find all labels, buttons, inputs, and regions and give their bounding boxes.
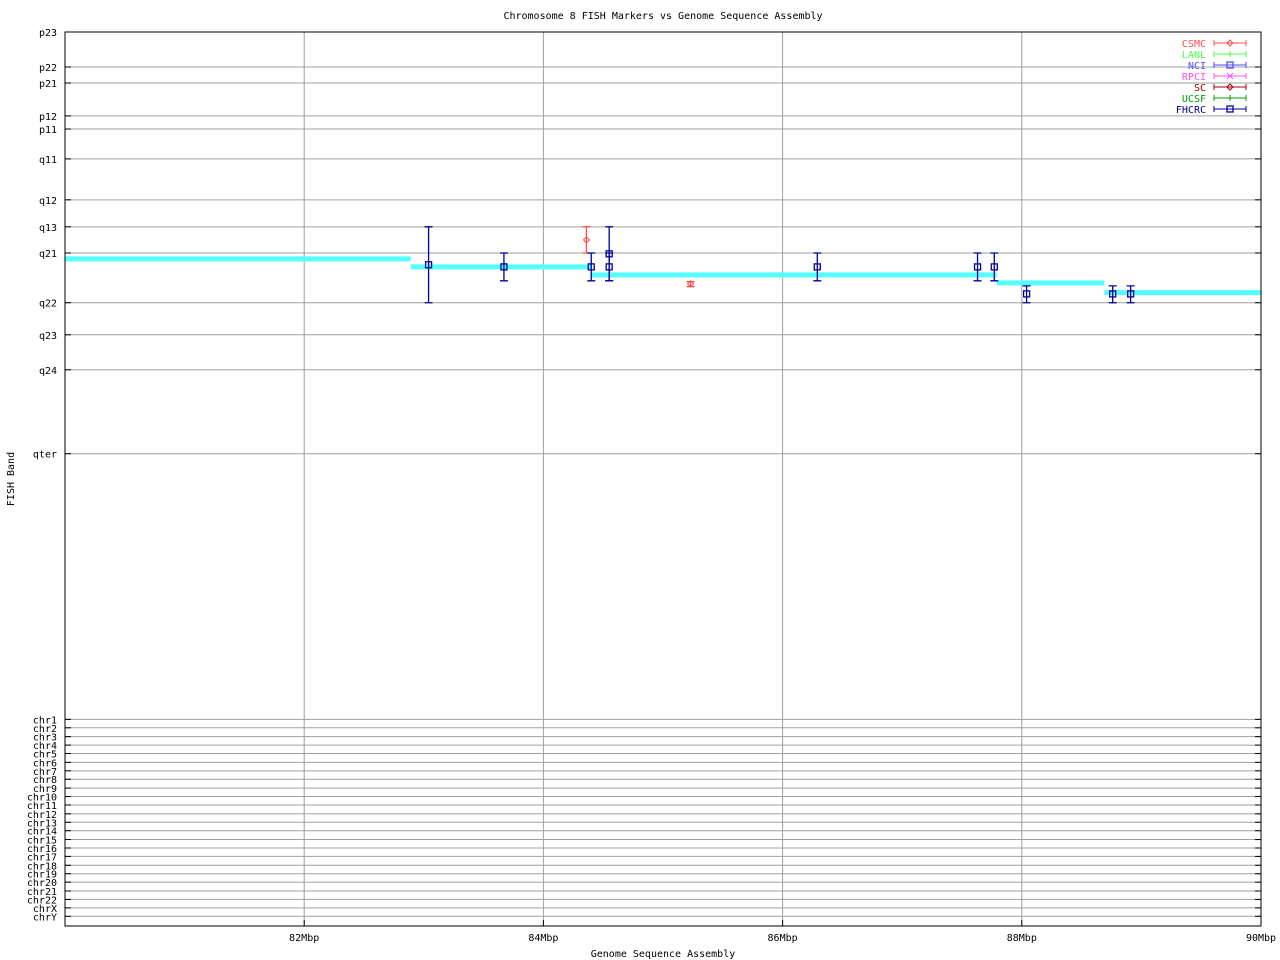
data-points <box>424 226 1135 304</box>
y-tick-label: chr9 <box>33 784 57 795</box>
error-bar-fhcrc <box>1022 285 1031 304</box>
legend-marker <box>1226 83 1234 91</box>
legend-marker <box>1226 105 1234 113</box>
legend-label: RPCI <box>1182 72 1206 83</box>
legend-marker <box>1226 61 1234 69</box>
legend-label: CSMC <box>1182 39 1206 50</box>
chart-title: Chromosome 8 FISH Markers vs Genome Sequ… <box>503 11 822 22</box>
grid <box>65 31 1262 926</box>
error-bar-fhcrc <box>587 252 596 282</box>
y-tick-label: chr13 <box>27 818 57 829</box>
y-tick-label: chrY <box>33 912 57 923</box>
error-bar-fhcrc <box>499 252 508 282</box>
legend-label: NCI <box>1188 61 1206 72</box>
assembly-segment <box>996 280 1105 286</box>
data-point-fhcrc <box>424 261 433 269</box>
data-point-fhcrc <box>1109 290 1117 298</box>
legend-sample-line <box>1213 40 1247 46</box>
data-point-fhcrc <box>1126 290 1135 298</box>
axis-ticks: 82Mbp 84Mbp 86Mbp 88Mbp 90Mbp p23 p22 p21 p12 p11… <box>27 28 1276 944</box>
legend-sample-line <box>1213 62 1247 68</box>
y-tick-label: q21 <box>39 249 57 260</box>
plot-frame <box>64 31 1262 927</box>
y-tick-label: q11 <box>39 155 57 166</box>
legend-label: SC <box>1194 83 1206 94</box>
data-point-fhcrc <box>500 263 508 271</box>
legend-sample-line <box>1213 106 1247 112</box>
y-tick-label: chr20 <box>27 878 57 889</box>
assembly-line <box>65 256 1261 296</box>
y-tick-label: chr19 <box>27 870 57 881</box>
y-tick-label: q12 <box>39 196 57 207</box>
data-point-fhcrc <box>587 263 595 271</box>
y-tick-label: chr4 <box>33 741 57 752</box>
y-axis-label: FISH Band <box>6 452 17 506</box>
legend-label: LANL <box>1182 50 1206 61</box>
x-axis-label: Genome Sequence Assembly <box>591 949 736 960</box>
y-tick-label: q24 <box>39 366 57 377</box>
y-tick-label: chr7 <box>33 767 57 778</box>
legend-marker <box>1226 72 1234 80</box>
y-tick-label: q23 <box>39 331 57 342</box>
y-tick-label: p22 <box>39 63 57 74</box>
assembly-segment <box>591 272 997 278</box>
error-bar-fhcrc <box>813 252 822 282</box>
data-point-fhcrc <box>973 263 982 271</box>
x-tick-label: 88Mbp <box>1007 933 1037 944</box>
y-tick-label: chr1 <box>33 715 57 726</box>
y-tick-label: qter <box>33 450 57 461</box>
y-tick-label: chr21 <box>27 887 57 898</box>
y-tick-label: chr18 <box>27 861 57 872</box>
y-tick-label: chr10 <box>27 793 57 804</box>
y-tick-label: chr2 <box>33 724 57 735</box>
y-tick-label: chr22 <box>27 895 57 906</box>
y-tick-label: chr12 <box>27 810 57 821</box>
y-tick-label: chr15 <box>27 836 57 847</box>
data-point-csmc <box>686 280 695 288</box>
y-tick-label: chr6 <box>33 758 57 769</box>
error-bar-fhcrc <box>424 226 433 304</box>
data-point-fhcrc <box>1022 290 1031 298</box>
y-tick-label: q13 <box>39 223 57 234</box>
x-tick-label: 86Mbp <box>768 933 798 944</box>
y-tick-label: chr16 <box>27 844 57 855</box>
y-tick-label: p23 <box>39 28 57 39</box>
error-bar-fhcrc <box>973 252 982 282</box>
y-tick-label: p11 <box>39 125 57 136</box>
y-tick-label: p12 <box>39 112 57 123</box>
assembly-segment <box>65 256 411 262</box>
legend-label: UCSF <box>1182 94 1206 105</box>
error-bar-fhcrc <box>605 252 614 282</box>
legend-marker <box>1226 39 1234 47</box>
y-tick-label: q22 <box>39 299 57 310</box>
x-tick-label: 82Mbp <box>289 933 319 944</box>
data-point-fhcrc <box>813 263 821 271</box>
error-bar-fhcrc <box>1126 285 1135 304</box>
x-tick-label: 90Mbp <box>1246 933 1276 944</box>
error-bar-fhcrc <box>990 252 999 282</box>
y-tick-label: p21 <box>39 79 57 90</box>
y-tick-label: chrX <box>33 904 57 915</box>
error-bar-fhcrc <box>1108 285 1117 304</box>
assembly-segment <box>1104 290 1261 296</box>
y-tick-label: chr11 <box>27 801 57 812</box>
y-tick-label: chr3 <box>33 733 57 744</box>
y-tick-label: chr5 <box>33 750 57 761</box>
data-point-fhcrc <box>605 263 613 271</box>
y-tick-label: chr17 <box>27 852 57 863</box>
legend-sample-line <box>1213 84 1247 90</box>
y-tick-label: chr14 <box>27 827 57 838</box>
data-point-fhcrc <box>990 263 998 271</box>
data-point-csmc <box>582 236 591 244</box>
y-tick-label: chr8 <box>33 775 57 786</box>
legend-label: FHCRC <box>1176 105 1206 116</box>
x-tick-label: 84Mbp <box>528 933 558 944</box>
